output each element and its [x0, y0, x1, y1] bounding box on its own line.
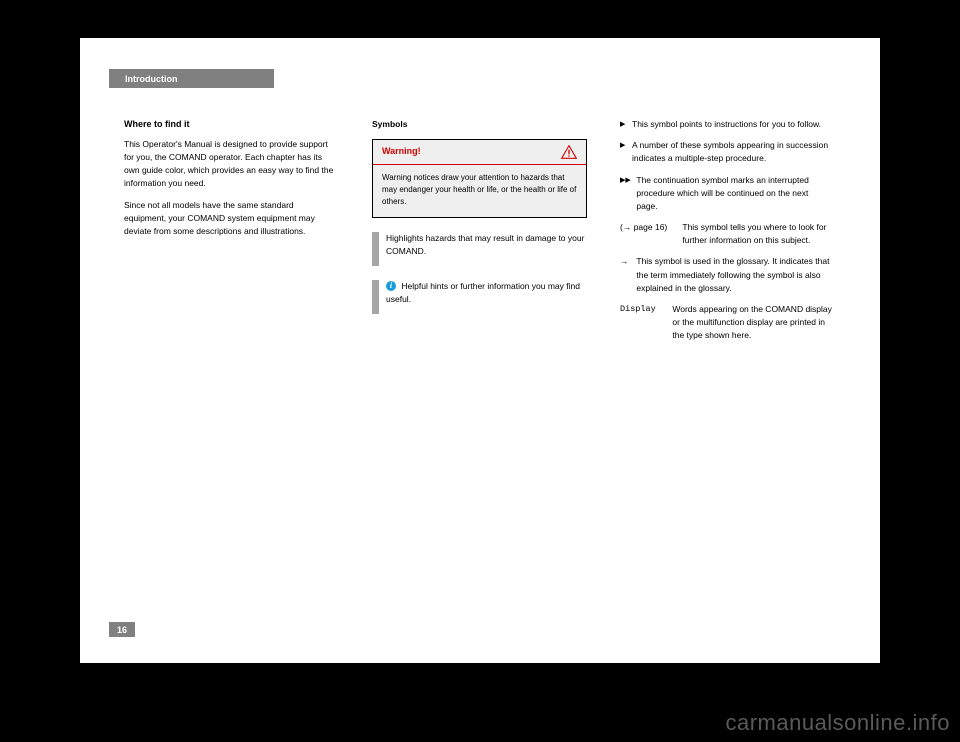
manual-page: Introduction Where to find it This Opera…	[80, 38, 880, 663]
hazard-note-text: Highlights hazards that may result in da…	[386, 232, 587, 258]
watermark-text: carmanualsonline.info	[725, 710, 950, 736]
list-item: → This symbol is used in the glossary. I…	[620, 255, 835, 295]
left-title: Where to find it	[124, 118, 334, 132]
page-ref-symbol: (→ page 16)	[620, 221, 680, 234]
page-number-value: 16	[117, 625, 127, 635]
info-icon	[386, 281, 396, 291]
list-item-text: This symbol is used in the glossary. It …	[636, 255, 831, 295]
warning-label: Warning!	[382, 145, 421, 159]
warning-body-text: Warning notices draw your attention to h…	[373, 165, 586, 217]
note-side-bar	[372, 232, 379, 266]
symbols-heading: Symbols	[372, 118, 587, 131]
list-item: ▶▶ The continuation symbol marks an inte…	[620, 174, 835, 214]
warning-header: Warning!	[373, 140, 586, 165]
continuation-icon: ▶▶	[620, 174, 634, 187]
section-header-label: Introduction	[125, 74, 178, 84]
left-paragraph-2: Since not all models have the same stand…	[124, 199, 334, 239]
list-item: A number of these symbols appearing in s…	[620, 139, 835, 165]
left-column: Where to find it This Operator's Manual …	[124, 118, 334, 241]
symbol-legend-list: This symbol points to instructions for y…	[620, 118, 835, 342]
right-column: This symbol points to instructions for y…	[620, 118, 835, 350]
display-sample-text: Display	[620, 303, 670, 316]
list-item-text: The continuation symbol marks an interru…	[636, 174, 831, 214]
list-item: (→ page 16) This symbol tells you where …	[620, 221, 835, 247]
info-note-content: Helpful hints or further information you…	[386, 281, 580, 304]
list-item-text: Words appearing on the COMAND display or…	[672, 303, 832, 343]
section-header-tab: Introduction	[109, 69, 274, 88]
list-item: Display Words appearing on the COMAND di…	[620, 303, 835, 343]
note-side-bar	[372, 280, 379, 314]
list-item-text: This symbol tells you where to look for …	[682, 221, 832, 247]
list-item: This symbol points to instructions for y…	[620, 118, 835, 131]
glossary-arrow-icon: →	[620, 255, 634, 268]
hazard-note-block: Highlights hazards that may result in da…	[372, 232, 587, 266]
info-note-block: Helpful hints or further information you…	[372, 280, 587, 314]
warning-triangle-icon	[561, 145, 577, 159]
info-note-text: Helpful hints or further information you…	[386, 280, 587, 306]
page-number: 16	[109, 622, 135, 637]
middle-column: Symbols Warning! Warning notices draw yo…	[372, 118, 587, 328]
warning-box: Warning! Warning notices draw your atten…	[372, 139, 587, 218]
left-paragraph-1: This Operator's Manual is designed to pr…	[124, 138, 334, 191]
